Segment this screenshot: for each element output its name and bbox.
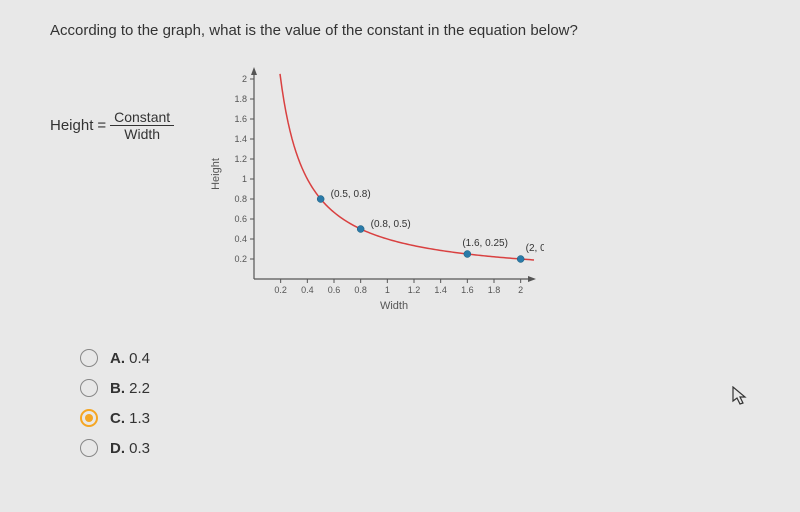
svg-text:1.8: 1.8: [235, 94, 248, 104]
answer-radio[interactable]: [80, 349, 98, 367]
svg-text:(0.8, 0.5): (0.8, 0.5): [371, 219, 411, 230]
content-row: Height = Constant Width 0.2 0.4 0.6 0.8 1 1.2…: [50, 59, 750, 319]
svg-text:0.6: 0.6: [328, 285, 341, 295]
svg-text:0.2: 0.2: [235, 254, 248, 264]
svg-text:(1.6, 0.25): (1.6, 0.25): [463, 238, 509, 249]
cursor-icon: [732, 386, 750, 412]
svg-text:1.6: 1.6: [235, 114, 248, 124]
svg-text:1.6: 1.6: [461, 285, 474, 295]
chart-container: 0.2 0.4 0.6 0.8 1 1.2 1.4 1.6 1.8 2 0.2 0.4 0.6 0.8 1 1…: [204, 59, 544, 319]
svg-text:1.2: 1.2: [408, 285, 421, 295]
equation-numerator: Constant: [110, 109, 174, 126]
svg-text:0.8: 0.8: [355, 285, 368, 295]
equation: Height = Constant Width: [50, 109, 174, 142]
answer-letter: A.: [110, 350, 125, 367]
svg-text:0.8: 0.8: [235, 194, 248, 204]
svg-text:2: 2: [242, 74, 247, 84]
equation-eq: =: [97, 117, 106, 134]
answer-option[interactable]: A. 0.4: [80, 349, 750, 367]
svg-text:2: 2: [518, 285, 523, 295]
svg-text:(2, 0.2): (2, 0.2): [526, 243, 544, 254]
answer-option[interactable]: C. 1.3: [80, 409, 750, 427]
svg-text:Width: Width: [380, 300, 408, 312]
svg-text:1.2: 1.2: [235, 154, 248, 164]
question-text: According to the graph, what is the valu…: [50, 20, 750, 41]
chart-svg: 0.2 0.4 0.6 0.8 1 1.2 1.4 1.6 1.8 2 0.2 0.4 0.6 0.8 1 1…: [204, 59, 544, 314]
svg-text:0.4: 0.4: [301, 285, 314, 295]
equation-lhs: Height: [50, 117, 93, 134]
equation-denominator: Width: [120, 126, 164, 142]
answer-option[interactable]: D. 0.3: [80, 439, 750, 457]
answer-value: 0.4: [129, 350, 150, 367]
answer-value: 1.3: [129, 410, 150, 427]
answer-letter: B.: [110, 380, 125, 397]
answer-radio[interactable]: [80, 409, 98, 427]
svg-text:1: 1: [242, 174, 247, 184]
svg-text:1.4: 1.4: [435, 285, 448, 295]
answers: A. 0.4B. 2.2C. 1.3D. 0.3: [80, 349, 750, 457]
svg-text:Height: Height: [210, 158, 222, 190]
answer-radio[interactable]: [80, 439, 98, 457]
svg-text:0.2: 0.2: [275, 285, 288, 295]
answer-radio[interactable]: [80, 379, 98, 397]
answer-option[interactable]: B. 2.2: [80, 379, 750, 397]
equation-fraction: Constant Width: [110, 109, 174, 142]
svg-text:0.4: 0.4: [235, 234, 248, 244]
svg-text:0.6: 0.6: [235, 214, 248, 224]
answer-value: 0.3: [129, 440, 150, 457]
svg-text:1: 1: [385, 285, 390, 295]
answer-letter: C.: [110, 410, 125, 427]
svg-text:1.8: 1.8: [488, 285, 501, 295]
answer-letter: D.: [110, 440, 125, 457]
svg-text:(0.5, 0.8): (0.5, 0.8): [331, 189, 371, 200]
answer-value: 2.2: [129, 380, 150, 397]
svg-text:1.4: 1.4: [235, 134, 248, 144]
